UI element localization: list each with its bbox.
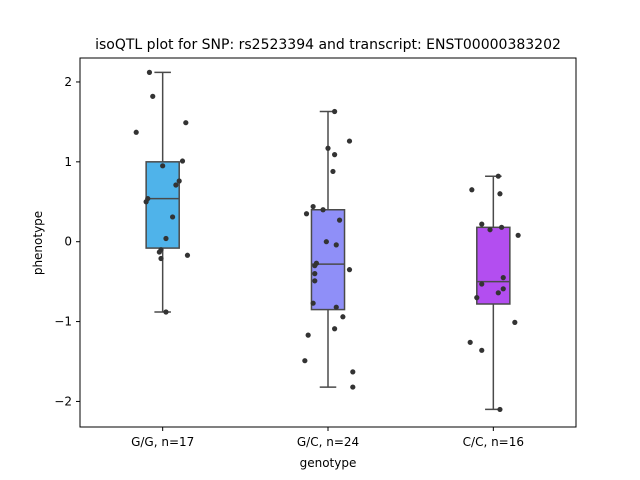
data-point [325,145,331,151]
data-point [479,221,485,227]
data-point [333,304,339,310]
data-point [183,120,189,126]
chart-title: isoQTL plot for SNP: rs2523394 and trans… [95,37,561,53]
data-point [143,199,149,205]
x-tick-label: G/G, n=17 [131,435,194,449]
box [310,209,346,311]
data-point [312,271,318,277]
data-point [312,263,318,269]
data-point [302,358,308,364]
data-point [495,290,501,296]
y-tick-label: 0 [64,235,72,249]
x-tick-label: C/C, n=16 [463,435,524,449]
data-point [350,384,356,390]
data-point [479,281,485,287]
x-axis: G/G, n=17 G/C, n=24 C/C, n=16 [131,427,524,449]
data-point [160,163,166,169]
data-point [146,69,153,75]
data-point [323,239,329,245]
data-point [497,406,503,413]
data-point [469,187,475,193]
data-point [340,314,346,320]
data-point [310,203,316,210]
data-point [310,300,316,306]
box [145,161,180,249]
data-point [163,235,169,242]
data-point [346,267,353,273]
data-point [336,217,343,223]
data-point [467,339,473,345]
data-point [163,309,169,315]
data-point [184,252,191,258]
points-layer [133,69,521,413]
y-axis-label: phenotype [31,211,45,275]
data-point [179,158,186,164]
data-point [158,255,164,262]
y-tick-label: −2 [54,394,72,408]
data-point [332,108,338,115]
data-point [500,286,506,292]
data-point [173,182,179,188]
data-point [495,173,501,179]
data-point [305,332,311,338]
data-point [487,227,493,233]
data-point [479,347,485,353]
data-point [515,232,521,238]
y-axis: −2 −1 0 1 2 [54,75,80,408]
data-point [150,93,156,99]
data-point [332,326,338,332]
x-tick-label: G/C, n=24 [297,435,359,449]
data-point [332,152,338,158]
data-point [474,295,480,301]
data-point [500,275,506,281]
y-tick-label: 2 [64,75,72,89]
y-tick-label: −1 [54,315,72,329]
data-point [350,369,356,375]
data-point [497,191,503,197]
data-point [303,211,310,217]
data-point [512,319,518,325]
data-point [156,249,162,255]
data-point [333,242,339,248]
data-point [169,214,176,220]
data-point [330,168,336,175]
y-tick-label: 1 [64,155,72,169]
data-point [312,278,318,284]
box [476,226,511,305]
data-point [133,129,139,135]
data-point [346,138,353,144]
data-point [176,178,182,184]
data-point [320,207,326,213]
x-axis-label: genotype [300,456,357,470]
data-point [499,224,505,230]
